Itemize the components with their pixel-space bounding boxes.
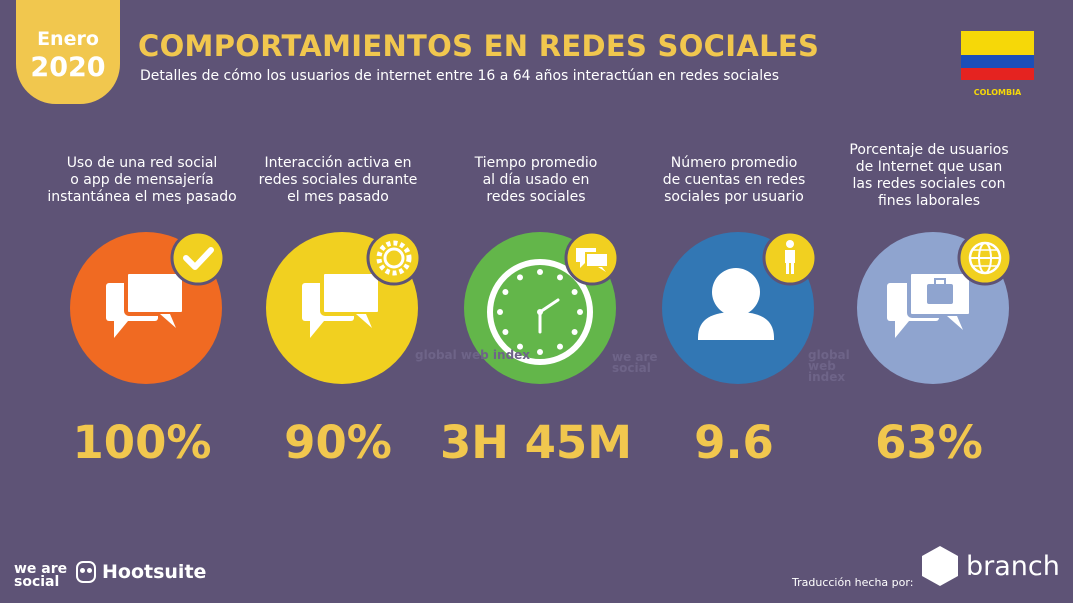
stat-label-line: redes sociales durante [258,172,418,188]
page-subtitle: Detalles de cómo los usuarios de interne… [140,68,780,84]
hootsuite-label: Hootsuite [102,561,207,583]
stat-label-line: fines laborales [877,193,981,209]
stat-value: 63% [875,416,983,469]
stat-card-social-use: Uso de una red social o app de mensajerí… [44,0,240,470]
stat-label-line: o app de mensajería [70,172,214,188]
user-icon [698,268,774,340]
stat-card-time-spent: Tiempo promedio al día usado en redes so… [438,0,634,470]
stat-label-line: Tiempo promedio [474,155,598,171]
flag-stripe-yellow [961,31,1034,55]
stat-label: Porcentaje de usuarios de Internet que u… [831,142,1027,210]
chat-bubbles-icon [302,270,382,338]
stat-circle [460,228,620,388]
stat-value: 3H 45M [439,416,633,469]
translation-credit: Traducción hecha por: [792,576,914,589]
colombia-flag-icon [961,31,1034,80]
stat-label-line: de cuentas en redes [662,172,806,188]
chat-icon [564,230,620,286]
hootsuite-logo: Hootsuite [76,561,206,583]
stat-label-line: sociales por usuario [664,189,804,205]
stat-card-work-use: Porcentaje de usuarios de Internet que u… [831,0,1027,470]
stat-card-accounts: Número promedio de cuentas en redes soci… [636,0,832,470]
branch-label: branch [966,550,1060,582]
stat-label-line: el mes pasado [287,189,389,205]
check-icon [170,230,226,286]
stat-label-line: Porcentaje de usuarios [849,142,1009,158]
stat-label-line: al día usado en [482,172,590,188]
stat-label: Tiempo promedio al día usado en redes so… [438,155,634,206]
stat-label-line: redes sociales [486,189,586,205]
stat-circle [658,228,818,388]
watermark-wearesocial: we are social [612,350,658,375]
person-icon [762,230,818,286]
stat-label-line: de Internet que usan [855,159,1003,175]
globe-icon [957,230,1013,286]
stat-value: 90% [284,416,392,469]
stat-label-line: Uso de una red social [66,155,218,171]
stat-value: 9.6 [694,416,774,469]
stat-circle [853,228,1013,388]
stat-circle [66,228,226,388]
stat-circle [262,228,422,388]
stat-label: Interacción activa en redes sociales dur… [240,155,436,206]
we-are-social-logo: we are social [14,561,68,590]
owl-icon [76,561,96,583]
branch-logo: branch [922,546,1060,586]
stat-label: Número promedio de cuentas en redes soci… [636,155,832,206]
badge-year: 2020 [30,52,106,83]
stat-value: 100% [72,416,212,469]
clock-icon [487,259,593,365]
country-label: COLOMBIA [973,88,1022,97]
stat-label-line: Interacción activa en [264,155,412,171]
stat-card-active-interaction: Interacción activa en redes sociales dur… [240,0,436,470]
badge-month: Enero [37,28,99,50]
flag-stripe-red [961,68,1034,80]
stat-label-line: Número promedio [670,155,798,171]
chat-bubbles-icon [106,270,186,338]
page-title: COMPORTAMIENTOS EN REDES SOCIALES [138,29,820,63]
briefcase-chat-icon [887,270,973,338]
date-badge: Enero 2020 [16,0,120,104]
stat-label-line: instantánea el mes pasado [47,189,237,205]
stat-label-line: las redes sociales con [852,176,1006,192]
gear-badge-icon [366,230,422,286]
watermark-globalwebindex: global web index [415,348,531,362]
stat-label: Uso de una red social o app de mensajerí… [44,155,240,206]
branch-icon [922,546,958,586]
watermark-globalwebindex: global web index [808,348,850,384]
flag-stripe-blue [961,55,1034,68]
